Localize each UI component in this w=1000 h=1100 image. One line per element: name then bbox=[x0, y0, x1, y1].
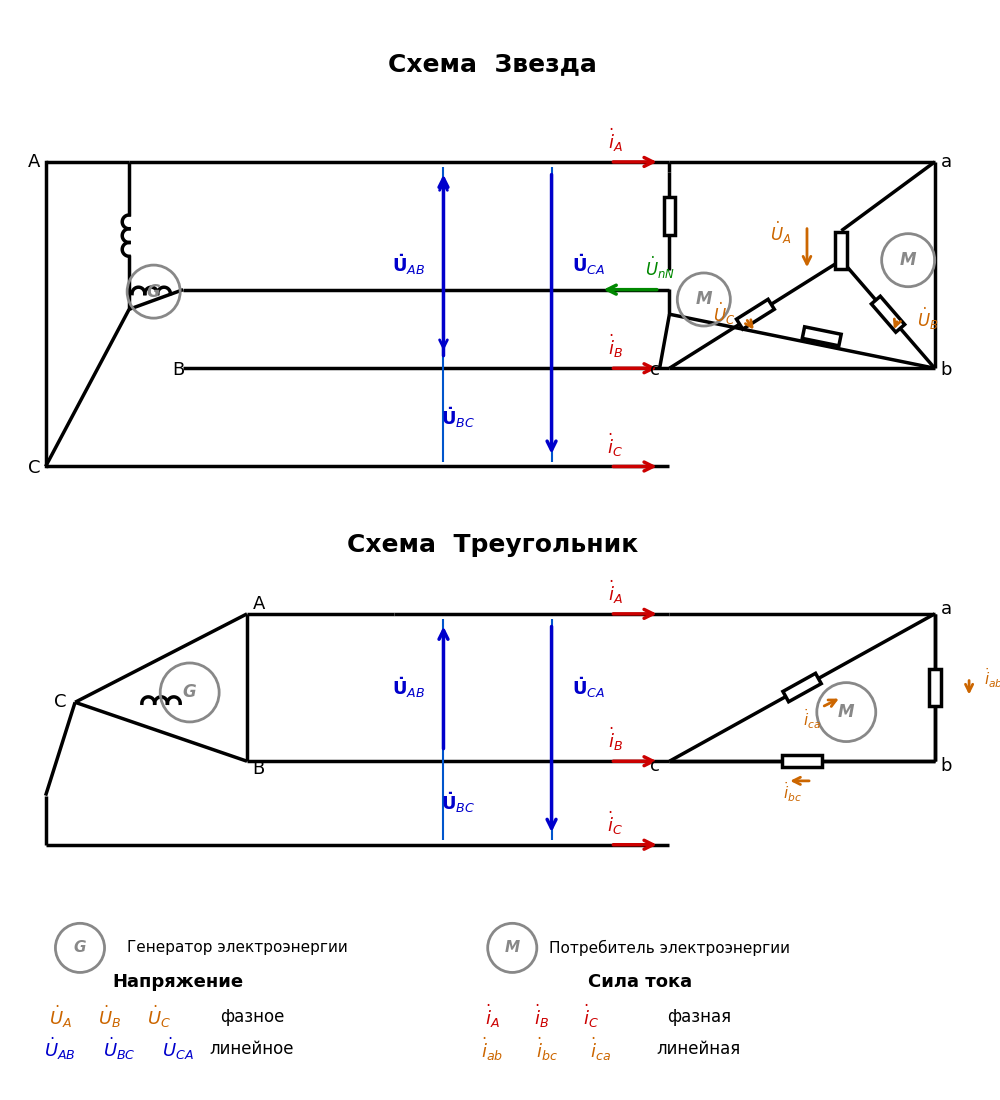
Text: $\mathbf{\dot{U}}_{CA}$: $\mathbf{\dot{U}}_{CA}$ bbox=[572, 675, 606, 700]
Text: A: A bbox=[28, 153, 40, 170]
Text: $\mathit{\dot{U}_C}$: $\mathit{\dot{U}_C}$ bbox=[713, 301, 735, 328]
Text: B: B bbox=[253, 760, 265, 778]
Text: Схема  Звезда: Схема Звезда bbox=[388, 52, 597, 76]
Text: $\mathit{\dot{i}_C}$: $\mathit{\dot{i}_C}$ bbox=[607, 810, 623, 837]
Text: $\mathit{\dot{U}_{CA}}$: $\mathit{\dot{U}_{CA}}$ bbox=[162, 1036, 194, 1063]
Text: M: M bbox=[838, 703, 855, 722]
Text: $\mathit{\dot{i}_{ab}}$: $\mathit{\dot{i}_{ab}}$ bbox=[984, 666, 1000, 690]
Bar bbox=[736, 299, 774, 329]
Text: $\mathit{\dot{i}_{ab}}$: $\mathit{\dot{i}_{ab}}$ bbox=[481, 1035, 504, 1063]
Text: $\mathit{\dot{U}_B}$: $\mathit{\dot{U}_B}$ bbox=[917, 306, 938, 332]
Text: B: B bbox=[172, 361, 184, 379]
Text: $\mathit{\dot{i}_{ca}}$: $\mathit{\dot{i}_{ca}}$ bbox=[590, 1035, 611, 1063]
Text: $\mathit{\dot{i}_{ca}}$: $\mathit{\dot{i}_{ca}}$ bbox=[803, 707, 821, 730]
Text: M: M bbox=[900, 251, 916, 270]
Text: $\mathit{\dot{U}_{AB}}$: $\mathit{\dot{U}_{AB}}$ bbox=[44, 1036, 76, 1063]
Text: $\mathit{\dot{i}_A}$: $\mathit{\dot{i}_A}$ bbox=[608, 579, 623, 606]
Bar bbox=[929, 669, 941, 706]
Text: фазная: фазная bbox=[667, 1008, 731, 1025]
Bar bbox=[782, 756, 822, 767]
Text: $\mathit{\dot{i}_A}$: $\mathit{\dot{i}_A}$ bbox=[485, 1003, 500, 1031]
Bar bbox=[835, 232, 847, 270]
Text: $\mathit{\dot{U}_C}$: $\mathit{\dot{U}_C}$ bbox=[147, 1003, 171, 1030]
Text: $\mathit{\dot{i}_B}$: $\mathit{\dot{i}_B}$ bbox=[534, 1003, 549, 1031]
Text: G: G bbox=[74, 940, 86, 956]
Text: a: a bbox=[941, 153, 952, 170]
Text: G: G bbox=[183, 683, 197, 702]
Text: $\mathbf{\dot{U}}_{CA}$: $\mathbf{\dot{U}}_{CA}$ bbox=[572, 253, 606, 277]
Text: M: M bbox=[696, 290, 712, 308]
Text: $\mathit{\dot{i}_C}$: $\mathit{\dot{i}_C}$ bbox=[607, 431, 623, 459]
Text: a: a bbox=[941, 600, 952, 618]
Text: $\mathit{\dot{U}_{nN}}$: $\mathit{\dot{U}_{nN}}$ bbox=[645, 255, 675, 282]
Text: $\mathit{\dot{i}_B}$: $\mathit{\dot{i}_B}$ bbox=[608, 726, 623, 754]
Text: фазное: фазное bbox=[220, 1008, 284, 1025]
Bar bbox=[871, 296, 905, 332]
Text: $\mathit{\dot{i}_B}$: $\mathit{\dot{i}_B}$ bbox=[608, 333, 623, 361]
Text: $\mathbf{\dot{U}}_{BC}$: $\mathbf{\dot{U}}_{BC}$ bbox=[441, 405, 475, 430]
Text: $\mathit{\dot{i}_C}$: $\mathit{\dot{i}_C}$ bbox=[583, 1003, 599, 1031]
Text: $\mathit{\dot{U}_B}$: $\mathit{\dot{U}_B}$ bbox=[98, 1003, 121, 1030]
Text: Потребитель электроэнергии: Потребитель электроэнергии bbox=[549, 939, 790, 956]
Text: $\mathit{\dot{U}_{BC}}$: $\mathit{\dot{U}_{BC}}$ bbox=[103, 1036, 136, 1063]
Text: C: C bbox=[54, 693, 67, 712]
Text: G: G bbox=[147, 283, 160, 300]
Text: Напряжение: Напряжение bbox=[113, 974, 244, 991]
Text: $\mathit{\dot{U}_A}$: $\mathit{\dot{U}_A}$ bbox=[770, 220, 791, 245]
Text: линейная: линейная bbox=[657, 1041, 741, 1058]
Text: $\mathbf{\dot{U}}_{AB}$: $\mathbf{\dot{U}}_{AB}$ bbox=[392, 253, 426, 277]
Text: c: c bbox=[650, 361, 660, 379]
Text: линейное: линейное bbox=[210, 1041, 294, 1058]
Text: Схема  Треугольник: Схема Треугольник bbox=[347, 534, 638, 557]
Bar bbox=[783, 673, 821, 702]
Text: $\mathit{\dot{i}_A}$: $\mathit{\dot{i}_A}$ bbox=[608, 126, 623, 154]
Text: Сила тока: Сила тока bbox=[588, 974, 692, 991]
Text: A: A bbox=[253, 595, 265, 613]
Bar bbox=[664, 197, 675, 234]
Text: C: C bbox=[28, 460, 40, 477]
Text: b: b bbox=[941, 361, 952, 379]
Text: $\mathit{\dot{U}_A}$: $\mathit{\dot{U}_A}$ bbox=[49, 1003, 72, 1030]
Text: b: b bbox=[941, 757, 952, 776]
Text: $\mathit{\dot{i}_{bc}}$: $\mathit{\dot{i}_{bc}}$ bbox=[783, 781, 802, 804]
Bar bbox=[802, 327, 841, 345]
Text: $\mathbf{\dot{U}}_{BC}$: $\mathbf{\dot{U}}_{BC}$ bbox=[441, 791, 475, 815]
Text: Генератор электроэнергии: Генератор электроэнергии bbox=[127, 940, 348, 956]
Text: M: M bbox=[505, 940, 520, 956]
Text: $\mathbf{\dot{U}}_{AB}$: $\mathbf{\dot{U}}_{AB}$ bbox=[392, 675, 426, 700]
Text: c: c bbox=[650, 757, 660, 776]
Text: $\mathit{\dot{i}_{bc}}$: $\mathit{\dot{i}_{bc}}$ bbox=[536, 1035, 558, 1063]
